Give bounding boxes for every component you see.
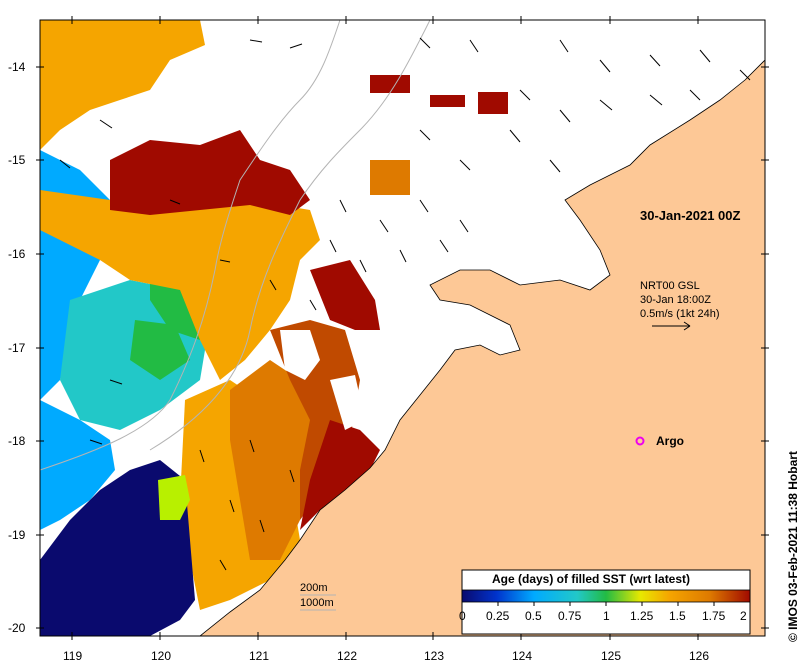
sst-patch-ne-3 xyxy=(478,92,508,114)
colorbar-tick-label: 0 xyxy=(459,609,466,623)
lon-tick-label: 123 xyxy=(424,649,444,663)
lat-tick-label: -17 xyxy=(8,341,26,355)
argo-label: Argo xyxy=(656,434,684,448)
colorbar-tick-label: 0.25 xyxy=(486,609,510,623)
sst-data-layer xyxy=(40,20,508,636)
lon-tick-label: 121 xyxy=(249,649,269,663)
lon-tick-label: 119 xyxy=(63,649,82,663)
lon-tick-label: 126 xyxy=(689,649,709,663)
sst-region-orange-top xyxy=(40,20,205,150)
isobath-legend: 200m 1000m xyxy=(300,582,336,611)
colorbar-gradient xyxy=(461,589,751,603)
lon-tick-label: 122 xyxy=(337,649,357,663)
lat-tick-label: -20 xyxy=(8,621,26,635)
plot-frame xyxy=(39,19,766,637)
land-mass xyxy=(199,20,765,636)
vector-legend-line1: NRT00 GSL xyxy=(640,280,700,292)
lon-tick-label: 120 xyxy=(151,649,171,663)
sst-region-orange-mid xyxy=(40,190,320,380)
timestamp-label: 30-Jan-2021 00Z xyxy=(640,208,741,223)
current-vectors xyxy=(59,37,751,571)
sst-patch-ne-2 xyxy=(430,95,465,107)
isobath-legend-200m: 200m xyxy=(300,582,328,594)
isobath-legend-1000m: 1000m xyxy=(300,597,334,609)
colorbar-tick-label: 1.5 xyxy=(669,609,686,623)
lat-tick-label: -15 xyxy=(8,153,26,167)
vector-legend-line2: 30-Jan 18:00Z xyxy=(640,294,711,306)
lon-tick-label: 124 xyxy=(512,649,532,663)
isobath-lines xyxy=(40,20,431,471)
missing-data-gap-1 xyxy=(280,330,320,380)
colorbar-tick-label: 1.25 xyxy=(630,609,654,623)
lon-tick-label: 125 xyxy=(601,649,621,663)
argo-float-marker xyxy=(635,436,645,446)
sst-region-dark-red-east xyxy=(310,260,380,330)
lat-tick-label: -16 xyxy=(8,247,26,261)
sst-region-dark-orange xyxy=(230,360,320,560)
sst-patch-ne-1 xyxy=(370,75,410,93)
vector-legend-line3: 0.5m/s (1kt 24h) xyxy=(640,308,719,320)
sst-patch-orange-ne xyxy=(370,160,410,195)
imos-credit: © IMOS 03-Feb-2021 11:38 Hobart xyxy=(786,451,800,642)
colorbar-tick-label: 1.75 xyxy=(702,609,726,623)
lat-tick-label: -14 xyxy=(8,60,26,74)
sst-region-blue-lower xyxy=(40,400,115,530)
lat-tick-label: -19 xyxy=(8,528,26,542)
latitude-axis: -14 -15 -16 -17 -18 -19 -20 xyxy=(8,60,769,635)
sst-region-yellow xyxy=(158,475,190,520)
colorbar-title: Age (days) of filled SST (wrt latest) xyxy=(492,572,690,586)
colorbar-tick-label: 2 xyxy=(740,609,747,623)
colorbar: Age (days) of filled SST (wrt latest) 0 … xyxy=(459,569,751,635)
vector-scale-arrow xyxy=(652,321,691,331)
colorbar-tick-label: 1 xyxy=(603,609,610,623)
colorbar-tick-label: 0.75 xyxy=(558,609,582,623)
lat-tick-label: -18 xyxy=(8,434,26,448)
sst-region-dark-red-top xyxy=(110,130,310,215)
colorbar-tick-label: 0.5 xyxy=(525,609,542,623)
sst-region-dark-red-coast xyxy=(300,420,380,530)
sst-region-green-2 xyxy=(130,320,190,380)
missing-data-gap-2 xyxy=(330,375,365,430)
sst-region-navy xyxy=(40,460,195,636)
